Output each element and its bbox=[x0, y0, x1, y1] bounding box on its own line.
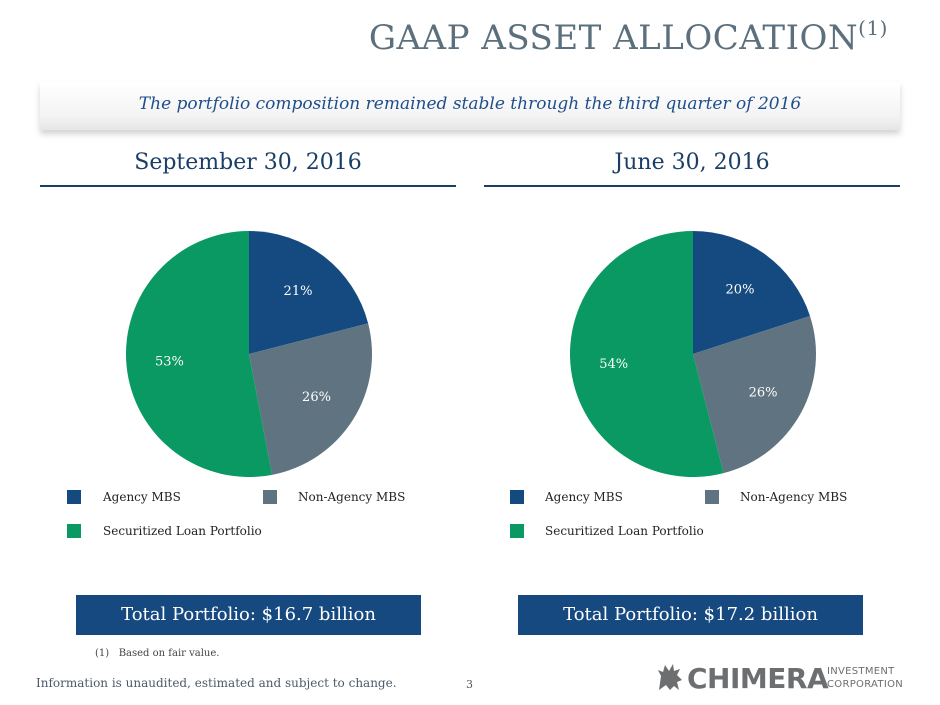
left-column-heading: September 30, 2016 bbox=[134, 150, 362, 175]
legend-swatch-securitized bbox=[67, 524, 81, 538]
title-text: GAAP ASSET ALLOCATION bbox=[368, 18, 859, 58]
pie-label-securitized: 54% bbox=[599, 357, 628, 372]
right-heading-rule bbox=[484, 185, 900, 187]
legend-swatch-non-agency bbox=[263, 490, 277, 504]
chimera-creature-icon bbox=[658, 664, 682, 690]
pie-label-non-agency: 26% bbox=[302, 390, 331, 405]
left-heading-rule bbox=[40, 185, 456, 187]
left-total-portfolio: Total Portfolio: $16.7 billion bbox=[76, 595, 421, 635]
pie-label-non-agency: 26% bbox=[749, 386, 778, 401]
legend-label-agency: Agency MBS bbox=[545, 490, 623, 504]
logo-line-1: INVESTMENT bbox=[827, 666, 895, 677]
logo-line-2: CORPORATION bbox=[827, 679, 904, 690]
pie-slice-securitized bbox=[125, 231, 273, 477]
right-column-heading: June 30, 2016 bbox=[614, 150, 770, 175]
page-number: 3 bbox=[466, 678, 473, 691]
pie-slice-non-agency bbox=[693, 315, 816, 474]
title-footnote-marker: (1) bbox=[858, 16, 888, 40]
pie-slice-non-agency bbox=[249, 323, 372, 475]
pie-label-agency: 21% bbox=[284, 284, 313, 299]
pie-label-agency: 20% bbox=[726, 282, 755, 297]
legend-label-non-agency: Non-Agency MBS bbox=[298, 490, 406, 504]
pie-slice-agency bbox=[249, 231, 369, 354]
legend-label-securitized: Securitized Loan Portfolio bbox=[103, 524, 262, 538]
footnote: (1) Based on fair value. bbox=[95, 648, 220, 659]
left-pie-chart: 21% 26% 53% bbox=[125, 231, 372, 477]
disclaimer: Information is unaudited, estimated and … bbox=[36, 676, 397, 690]
legend-swatch-non-agency bbox=[705, 490, 719, 504]
legend-swatch-agency bbox=[67, 490, 81, 504]
legend-label-agency: Agency MBS bbox=[103, 490, 181, 504]
legend-label-non-agency: Non-Agency MBS bbox=[740, 490, 848, 504]
subtitle: The portfolio composition remained stabl… bbox=[138, 94, 802, 114]
legend-swatch-agency bbox=[510, 490, 524, 504]
subtitle-banner: The portfolio composition remained stabl… bbox=[40, 82, 900, 130]
pie-slice-securitized bbox=[570, 231, 724, 477]
page-title: GAAP ASSET ALLOCATION(1) bbox=[368, 16, 888, 58]
right-total-portfolio: Total Portfolio: $17.2 billion bbox=[518, 595, 863, 635]
logo-wordmark: CHIMERA bbox=[687, 662, 829, 695]
legend-label-securitized: Securitized Loan Portfolio bbox=[545, 524, 704, 538]
right-pie-chart: 20% 26% 54% bbox=[570, 231, 816, 477]
pie-slice-agency bbox=[693, 231, 810, 354]
company-logo: CHIMERA INVESTMENT CORPORATION bbox=[655, 660, 915, 695]
pie-label-securitized: 53% bbox=[155, 355, 184, 370]
legend-swatch-securitized bbox=[510, 524, 524, 538]
